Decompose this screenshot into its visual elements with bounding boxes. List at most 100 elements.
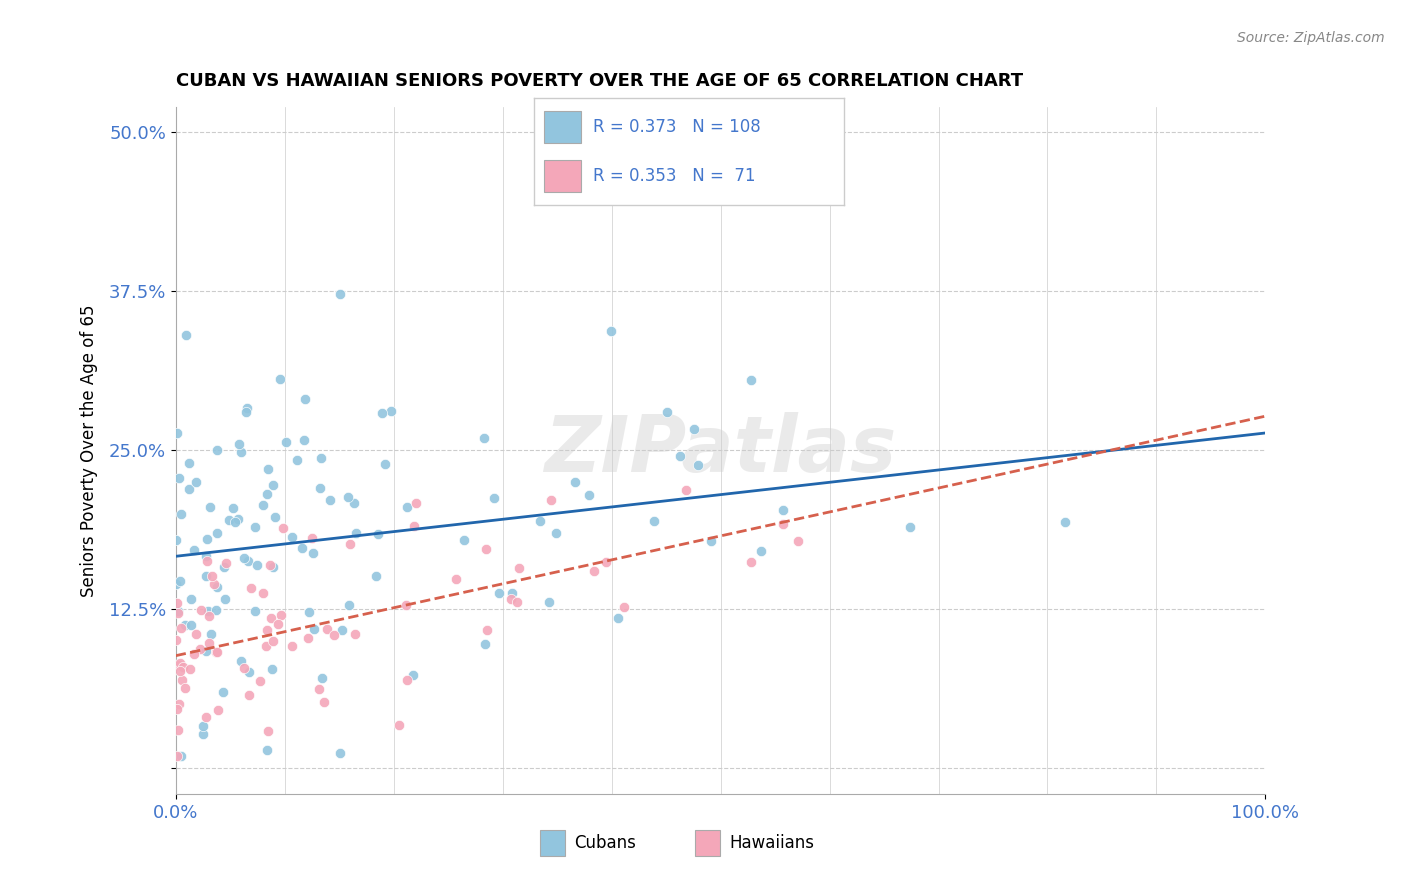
Point (166, 425, 188, 440)
Point (246, 558, 269, 572)
Point (343, 495, 366, 509)
Point (506, 595, 529, 609)
Point (214, 556, 236, 570)
Point (669, 449, 692, 463)
Point (180, 592, 202, 607)
Point (235, 405, 257, 419)
Point (183, 543, 205, 558)
Point (240, 582, 263, 596)
Point (204, 603, 226, 617)
Point (453, 533, 475, 547)
Point (499, 591, 522, 606)
Point (202, 576, 225, 591)
Text: R = 0.353   N =  71: R = 0.353 N = 71 (593, 168, 755, 186)
Point (167, 658, 190, 673)
Point (1053, 515, 1076, 529)
Point (214, 591, 236, 606)
Point (294, 392, 316, 406)
Point (898, 520, 921, 534)
Point (222, 501, 245, 516)
Point (205, 645, 228, 659)
Point (537, 595, 560, 609)
Point (252, 499, 274, 513)
Point (564, 475, 586, 489)
Point (236, 554, 259, 568)
Point (482, 491, 505, 506)
Point (540, 493, 562, 508)
Point (337, 598, 360, 612)
Point (402, 667, 425, 681)
Point (243, 520, 266, 534)
Point (165, 633, 187, 648)
Point (256, 723, 278, 738)
Point (165, 533, 187, 547)
Point (174, 328, 197, 343)
Bar (695, 830, 720, 856)
Point (302, 546, 325, 560)
Point (207, 525, 229, 540)
Point (606, 611, 628, 625)
Point (472, 432, 495, 446)
Point (444, 572, 467, 586)
Point (243, 604, 266, 618)
Text: Hawaiians: Hawaiians (730, 834, 814, 852)
Point (180, 618, 202, 632)
Point (184, 627, 207, 641)
Point (274, 435, 297, 450)
Point (198, 500, 221, 514)
Point (772, 503, 794, 517)
Point (260, 611, 283, 625)
Bar (544, 161, 581, 193)
Point (700, 533, 723, 548)
Point (675, 483, 697, 498)
Point (166, 748, 188, 763)
Point (179, 662, 201, 676)
Point (262, 559, 284, 574)
Point (252, 586, 274, 600)
Point (190, 603, 212, 617)
Point (167, 471, 190, 485)
Point (166, 723, 188, 737)
Point (380, 404, 402, 418)
Point (267, 617, 290, 632)
Point (344, 525, 367, 540)
Point (287, 453, 309, 467)
Point (165, 577, 187, 591)
Point (273, 521, 295, 535)
Point (212, 560, 235, 574)
Point (595, 555, 617, 569)
Point (166, 702, 188, 716)
Point (167, 605, 190, 619)
Point (312, 695, 335, 709)
Point (184, 475, 207, 489)
Point (371, 406, 394, 420)
Point (388, 718, 411, 732)
Point (405, 496, 427, 510)
Point (322, 628, 344, 642)
Point (256, 743, 278, 757)
Point (682, 422, 704, 436)
Point (173, 681, 195, 695)
Point (475, 624, 498, 638)
Point (170, 673, 193, 688)
Point (195, 532, 218, 546)
Point (269, 371, 291, 385)
Point (475, 542, 498, 557)
Point (281, 530, 304, 544)
Point (315, 622, 337, 636)
Point (309, 451, 332, 466)
Point (600, 325, 623, 339)
Point (188, 642, 211, 657)
Point (643, 514, 665, 528)
Point (262, 478, 284, 492)
Point (198, 636, 221, 650)
Point (195, 643, 218, 657)
Point (292, 433, 315, 447)
Point (613, 600, 636, 615)
Point (546, 526, 568, 541)
Point (583, 564, 606, 578)
Point (301, 531, 323, 545)
Point (201, 569, 224, 583)
Point (198, 608, 221, 623)
Point (394, 598, 416, 612)
